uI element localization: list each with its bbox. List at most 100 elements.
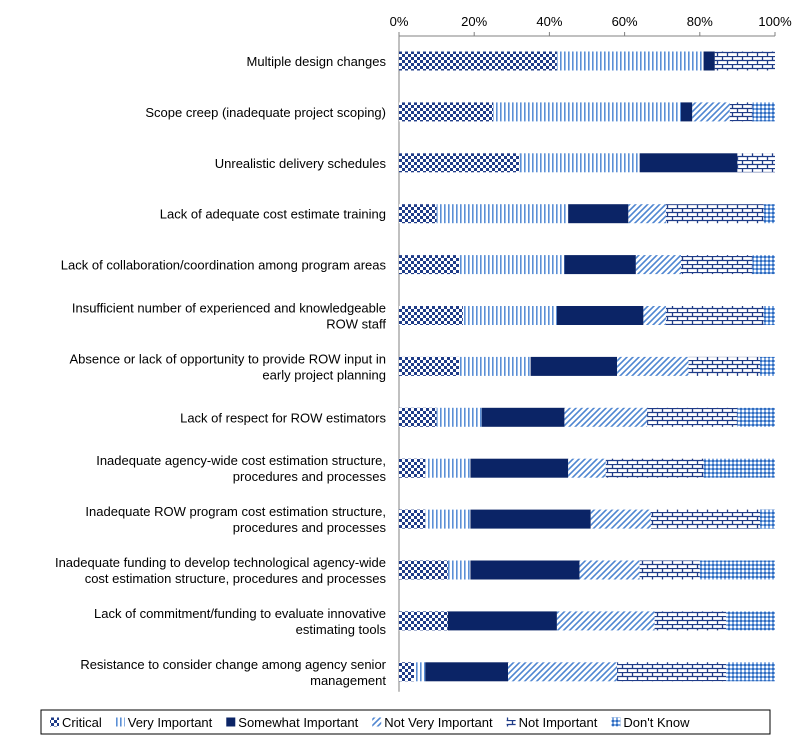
bar-segment [737, 153, 775, 173]
bar-segment [699, 560, 775, 580]
bar-segment [556, 306, 644, 325]
bar-segment [470, 560, 580, 580]
bar-segment [447, 611, 557, 631]
bar-segment [737, 407, 775, 427]
bar-segment [399, 51, 557, 71]
bar-segment [681, 102, 693, 122]
bar-segment [665, 306, 764, 325]
bar-segment [556, 51, 704, 71]
legend-label: Not Very Important [384, 715, 493, 730]
bar-segment [399, 153, 520, 173]
category-label: Unrealistic delivery schedules [215, 156, 387, 171]
bar-segment [714, 51, 775, 71]
bar-segment [399, 356, 460, 376]
category-label: Lack of collaboration/coordination among… [61, 258, 387, 273]
legend: Critical Very Important Somewhat Important… [40, 709, 771, 735]
x-tick-label: 0% [390, 14, 409, 29]
bar-segment [481, 407, 565, 427]
legend-swatch [50, 717, 59, 727]
category-label: Insufficient number of experienced and k… [72, 301, 387, 332]
bar-segment [470, 458, 569, 478]
bar-segment [703, 458, 775, 478]
category-label: Scope creep (inadequate project scoping) [145, 105, 386, 120]
bar-segment [399, 611, 448, 631]
bar-segment [590, 509, 651, 529]
category-label: Lack of commitment/funding to evaluate i… [94, 606, 386, 637]
category-label: Absence or lack of opportunity to provid… [70, 351, 387, 382]
bar-segment [628, 204, 666, 224]
x-tick-label: 40% [536, 14, 562, 29]
bar-segment [752, 102, 775, 122]
bar-segment [399, 102, 493, 122]
bar-segment [564, 255, 636, 275]
bar-segment [447, 560, 471, 580]
bar-segment [726, 611, 775, 631]
category-label: Multiple design changes [247, 54, 387, 69]
bar-segment [579, 560, 640, 580]
bar-segment [759, 356, 775, 376]
legend-label: Don't Know [623, 715, 690, 730]
bar-segment [639, 560, 700, 580]
bar-segment [752, 255, 775, 275]
bar-segment [650, 509, 760, 529]
legend-box [40, 709, 771, 735]
bar-segment [425, 458, 471, 478]
category-label: Lack of adequate cost estimate training [160, 207, 386, 222]
bar-segment [647, 407, 738, 427]
bar-segment [703, 51, 715, 71]
category-label: Inadequate ROW program cost estimation s… [85, 504, 386, 535]
bar-segment [568, 458, 606, 478]
bar-segment [399, 255, 460, 275]
bar-segment [692, 102, 730, 122]
bar-segment [763, 204, 775, 224]
bar-segment [605, 458, 704, 478]
category-label: Inadequate funding to develop technologi… [55, 555, 387, 586]
bar-segment [726, 662, 775, 682]
bar-segment [399, 560, 448, 580]
category-label: Lack of respect for ROW estimators [180, 410, 386, 425]
category-label: Inadequate agency-wide cost estimation s… [96, 453, 386, 484]
bar-segment [436, 407, 482, 427]
legend-label: Critical [62, 715, 102, 730]
legend-swatch [372, 717, 382, 727]
x-tick-label: 60% [612, 14, 638, 29]
bar-segment [414, 662, 426, 682]
legend-swatch [226, 717, 236, 727]
bar-segment [399, 204, 437, 224]
x-tick-label: 80% [687, 14, 713, 29]
bar-segment [763, 306, 775, 325]
bar-segment [493, 102, 681, 122]
bar-segment [459, 255, 565, 275]
bar-segment [399, 509, 426, 529]
bar-segment [665, 204, 764, 224]
bar-segment [425, 662, 509, 682]
bar-segment [681, 255, 753, 275]
bar-segment [399, 458, 426, 478]
bar-segment [688, 356, 760, 376]
x-tick-label: 20% [461, 14, 487, 29]
bar-segment [530, 356, 618, 376]
legend-swatch [115, 717, 125, 727]
bar-segment [635, 255, 681, 275]
category-labels: Multiple design changes Scope creep (inad… [55, 54, 387, 688]
bar-segment [556, 611, 655, 631]
bar-segment [654, 611, 727, 631]
legend-label: Somewhat Important [238, 715, 358, 730]
bar-segment [568, 204, 629, 224]
bar-segment [425, 509, 471, 529]
legend-swatch [506, 717, 516, 727]
bar-segment [462, 306, 557, 325]
x-tick-label: 100% [758, 14, 792, 29]
bar-segment [470, 509, 591, 529]
bar-segment [643, 306, 666, 325]
bar-segment [508, 662, 618, 682]
bar-segment [639, 153, 738, 173]
legend-label: Very Important [128, 715, 213, 730]
bar-segment [399, 306, 463, 325]
bar-segment [399, 662, 415, 682]
bar-segment [759, 509, 775, 529]
bar-segment [436, 204, 569, 224]
bar-segment [399, 407, 437, 427]
bar-segment [617, 356, 689, 376]
